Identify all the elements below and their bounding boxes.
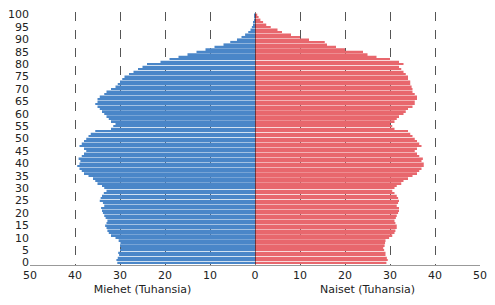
svg-text:100: 100 <box>8 8 29 21</box>
svg-text:75: 75 <box>15 70 29 83</box>
svg-text:10: 10 <box>293 269 307 282</box>
svg-text:40: 40 <box>428 269 442 282</box>
svg-text:20: 20 <box>158 269 172 282</box>
svg-text:5: 5 <box>22 244 29 257</box>
svg-text:55: 55 <box>15 120 29 133</box>
svg-text:80: 80 <box>15 58 29 71</box>
svg-text:60: 60 <box>15 108 29 121</box>
svg-text:50: 50 <box>15 132 29 145</box>
svg-text:10: 10 <box>203 269 217 282</box>
svg-text:65: 65 <box>15 95 29 108</box>
svg-text:35: 35 <box>15 170 29 183</box>
svg-text:50: 50 <box>473 269 487 282</box>
svg-text:25: 25 <box>15 194 29 207</box>
svg-text:20: 20 <box>15 207 29 220</box>
svg-text:Naiset (Tuhansia): Naiset (Tuhansia) <box>320 283 415 296</box>
svg-text:20: 20 <box>338 269 352 282</box>
svg-text:15: 15 <box>15 219 29 232</box>
svg-text:85: 85 <box>15 46 29 59</box>
svg-text:90: 90 <box>15 33 29 46</box>
svg-text:0: 0 <box>252 269 259 282</box>
svg-text:10: 10 <box>15 232 29 245</box>
svg-text:30: 30 <box>113 269 127 282</box>
svg-text:40: 40 <box>15 157 29 170</box>
svg-text:40: 40 <box>68 269 82 282</box>
svg-text:30: 30 <box>383 269 397 282</box>
svg-text:50: 50 <box>23 269 37 282</box>
svg-text:30: 30 <box>15 182 29 195</box>
svg-text:45: 45 <box>15 145 29 158</box>
svg-text:Miehet (Tuhansia): Miehet (Tuhansia) <box>94 283 192 296</box>
svg-text:70: 70 <box>15 83 29 96</box>
svg-text:0: 0 <box>22 256 29 269</box>
svg-text:95: 95 <box>15 21 29 34</box>
